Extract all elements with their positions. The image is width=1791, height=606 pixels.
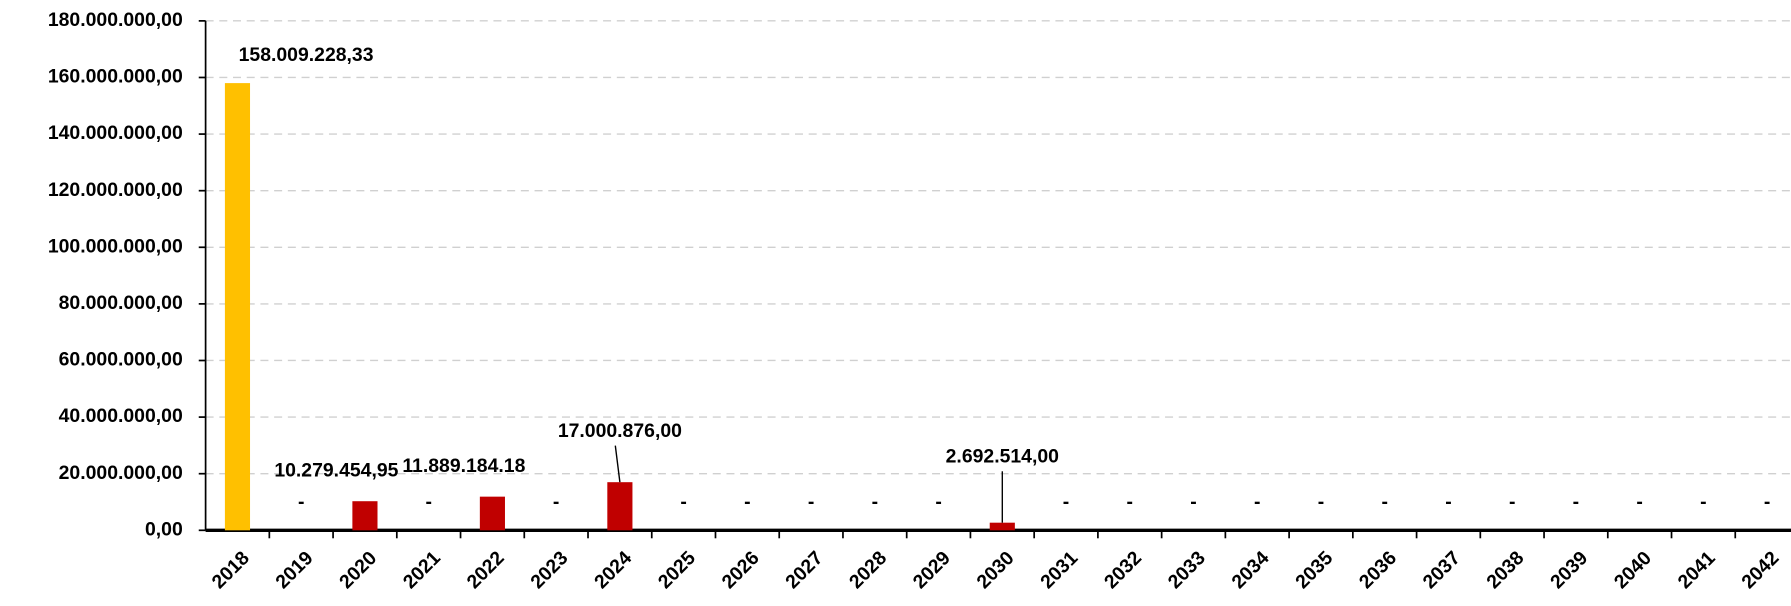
y-tick-label: 40.000.000,00 [59, 405, 183, 427]
bar [607, 482, 633, 531]
value-label: - [1764, 491, 1770, 513]
bar [479, 496, 505, 531]
x-tick-label: 2033 [1164, 547, 1210, 593]
bar [224, 83, 251, 531]
value-label: 11.889.184.18 [402, 455, 525, 477]
y-tick-label: 0,00 [145, 518, 183, 540]
value-label: 17.000.876,00 [558, 420, 682, 442]
y-tick-label: 140.000.000,00 [48, 122, 183, 144]
x-tick-label: 2030 [973, 547, 1019, 593]
value-label: 2.692.514,00 [946, 446, 1059, 468]
value-label: - [1127, 491, 1133, 513]
x-tick-label: 2028 [845, 547, 891, 593]
value-label: - [935, 491, 941, 513]
x-tick-label: 2036 [1355, 547, 1401, 593]
value-label: - [1318, 491, 1324, 513]
x-tick-label: 2019 [271, 547, 317, 593]
x-tick-label: 2023 [526, 547, 572, 593]
bar [989, 522, 1015, 531]
value-label: - [1190, 491, 1196, 513]
value-label: - [1063, 491, 1069, 513]
y-tick-label: 180.000.000,00 [48, 9, 183, 31]
value-label: - [425, 491, 431, 513]
value-label: - [1636, 491, 1642, 513]
value-label: 10.279.454,95 [274, 460, 398, 482]
value-label: - [1573, 491, 1579, 513]
y-tick-label: 80.000.000,00 [59, 292, 183, 314]
value-label: - [1509, 491, 1515, 513]
leader-line [614, 445, 621, 483]
y-tick-label: 20.000.000,00 [59, 462, 183, 484]
x-tick-label: 2018 [208, 547, 254, 593]
x-tick-label: 2025 [654, 547, 700, 593]
value-label: - [680, 491, 686, 513]
x-tick-label: 2021 [399, 547, 445, 593]
x-tick-label: 2027 [781, 547, 827, 593]
x-tick-label: 2040 [1610, 547, 1656, 593]
value-label: - [744, 491, 750, 513]
value-label: - [1381, 491, 1387, 513]
x-tick-label: 2042 [1737, 547, 1783, 593]
x-tick-label: 2020 [335, 547, 381, 593]
value-label: - [1700, 491, 1706, 513]
value-label: - [298, 491, 304, 513]
y-tick-label: 160.000.000,00 [48, 66, 183, 88]
x-tick-label: 2026 [718, 547, 764, 593]
value-label: - [1445, 491, 1451, 513]
x-tick-label: 2031 [1036, 547, 1082, 593]
value-label: - [872, 491, 878, 513]
y-tick-label: 100.000.000,00 [48, 235, 183, 257]
x-tick-label: 2022 [463, 547, 509, 593]
value-label: - [553, 491, 559, 513]
value-label: - [808, 491, 814, 513]
y-tick-label: 120.000.000,00 [48, 179, 183, 201]
y-tick-label: 60.000.000,00 [59, 349, 183, 371]
x-tick-label: 2039 [1546, 547, 1592, 593]
x-tick-label: 2041 [1674, 547, 1720, 593]
x-tick-label: 2038 [1482, 547, 1528, 593]
bar [352, 501, 378, 531]
value-label: 158.009.228,33 [239, 44, 374, 66]
x-tick-label: 2035 [1291, 547, 1337, 593]
x-tick-label: 2037 [1419, 547, 1465, 593]
value-label: - [1254, 491, 1260, 513]
x-tick-label: 2029 [909, 547, 955, 593]
x-tick-label: 2034 [1227, 547, 1273, 593]
x-tick-label: 2032 [1100, 547, 1146, 593]
x-tick-label: 2024 [590, 547, 636, 593]
